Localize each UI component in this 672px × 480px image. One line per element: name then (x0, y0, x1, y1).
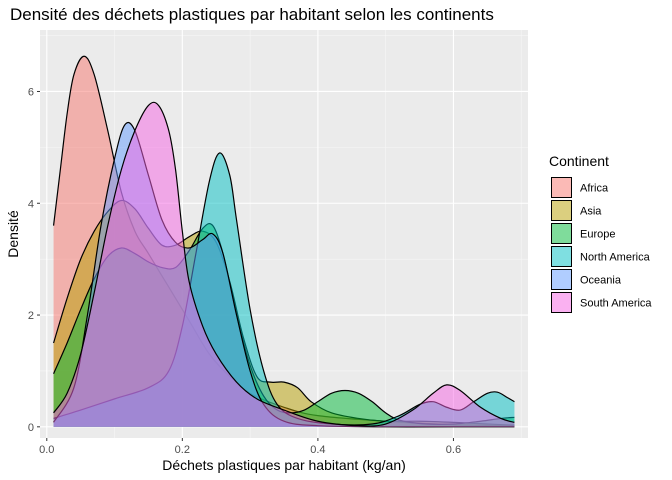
x-tick-label: 0.2 (175, 444, 190, 456)
density-outline-south-america (53, 101, 515, 427)
y-tick-label: 4 (28, 198, 34, 210)
legend-key-europe (551, 223, 572, 244)
axes: 0.0 0.2 0.4 0.6 0 2 4 6 (28, 86, 461, 456)
legend-label-north-america: North America (580, 252, 651, 264)
x-tick-label: 0.6 (446, 444, 461, 456)
legend-key-north-america (551, 246, 572, 267)
legend-title: Continent (549, 153, 609, 169)
legend: Continent Africa Asia Europe North America O… (549, 153, 652, 313)
y-axis-label: Densité (5, 210, 21, 258)
x-tick-label: 0.0 (39, 444, 54, 456)
chart-title: Densité des déchets plastiques par habit… (10, 5, 494, 24)
y-tick-label: 0 (28, 422, 34, 434)
legend-label-asia: Asia (580, 206, 602, 218)
legend-key-asia (551, 200, 572, 221)
y-tick-label: 6 (28, 86, 34, 98)
legend-label-south-america: South America (580, 298, 652, 310)
x-axis-label: Déchets plastiques par habitant (kg/an) (162, 457, 406, 473)
legend-label-africa: Africa (580, 183, 609, 195)
legend-key-south-america (551, 292, 572, 313)
legend-key-africa (551, 177, 572, 198)
x-tick-label: 0.4 (310, 444, 325, 456)
legend-label-oceania: Oceania (580, 275, 622, 287)
y-tick-label: 2 (28, 310, 34, 322)
density-areas (52, 55, 515, 428)
legend-label-europe: Europe (580, 229, 615, 241)
legend-key-oceania (551, 269, 572, 290)
density-area-south-america (53, 102, 515, 427)
